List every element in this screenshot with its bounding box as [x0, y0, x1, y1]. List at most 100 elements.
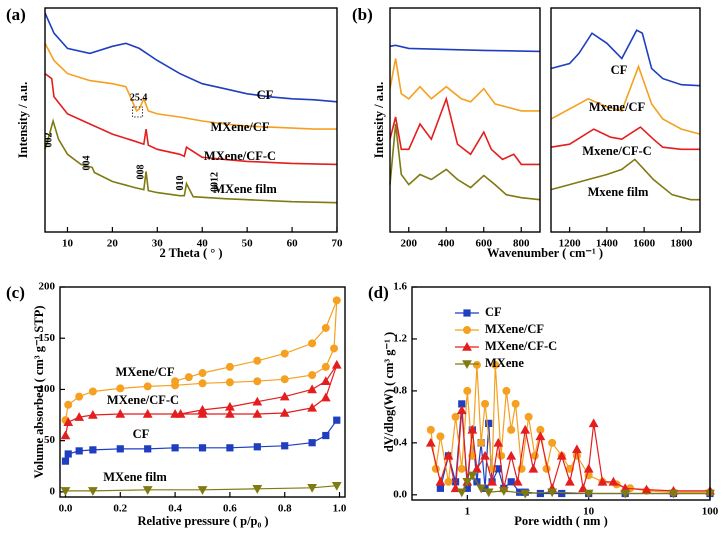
- marker: [60, 487, 71, 496]
- legend-label: MXene/CF: [485, 322, 544, 336]
- marker: [142, 409, 153, 418]
- series-label: CF: [257, 88, 274, 102]
- marker: [198, 444, 207, 452]
- peak-label: 002: [43, 133, 54, 148]
- x-tick-label: 1600: [633, 238, 656, 250]
- series-label: CF: [611, 63, 628, 77]
- marker: [536, 489, 544, 498]
- x-tick-label: 20: [107, 238, 119, 250]
- x-tick-label: 0.6: [223, 503, 237, 515]
- marker: [564, 476, 575, 486]
- x-tick-label: 0.8: [278, 503, 292, 515]
- marker: [322, 431, 330, 440]
- marker: [88, 387, 97, 396]
- peak-label: 25.4: [130, 92, 148, 103]
- marker: [502, 386, 511, 395]
- series-label: MXene film: [213, 182, 277, 196]
- legend-label: MXene/CF-C: [485, 339, 557, 353]
- marker: [320, 392, 331, 402]
- x-tick-label: 10: [62, 238, 74, 250]
- marker: [456, 405, 467, 415]
- plot-frame: [411, 286, 711, 501]
- x-tick-label: 800: [513, 238, 530, 250]
- panel-label: (d): [368, 283, 389, 302]
- marker: [225, 401, 235, 411]
- marker: [252, 485, 263, 494]
- marker: [225, 378, 234, 387]
- marker: [463, 386, 472, 395]
- marker: [548, 438, 557, 447]
- marker: [75, 447, 83, 455]
- x-tick-label: 400: [438, 238, 455, 250]
- marker: [556, 450, 567, 460]
- y-axis-label: Volume absorbed ( cm³ g⁻¹ STP): [32, 305, 46, 478]
- y-tick-label: 0.8: [393, 384, 407, 396]
- marker: [307, 402, 317, 412]
- marker: [320, 376, 331, 386]
- legend-marker: [462, 341, 472, 351]
- x-tick-label: 600: [476, 238, 493, 250]
- marker: [472, 360, 481, 369]
- x-tick-label: 200: [401, 238, 418, 250]
- x-tick-label: 30: [152, 238, 164, 250]
- marker: [308, 439, 316, 447]
- y-tick-label: 0.0: [393, 488, 407, 500]
- series-label: Mxene/CF-C: [582, 144, 651, 158]
- plot-frame: [59, 286, 346, 498]
- marker: [506, 450, 517, 460]
- marker: [493, 437, 504, 447]
- marker: [572, 444, 582, 454]
- marker: [332, 296, 341, 305]
- x-axis-label: Relative pressure ( p/p₀ ): [137, 514, 268, 528]
- marker: [528, 463, 539, 473]
- marker: [457, 464, 466, 473]
- marker: [456, 488, 467, 498]
- marker: [279, 391, 290, 401]
- x-tick-label: 0.2: [113, 503, 127, 515]
- marker: [444, 477, 453, 486]
- marker: [253, 443, 261, 451]
- series-label: CF: [133, 427, 150, 441]
- legend-marker: [463, 309, 471, 317]
- peak-label: 008: [135, 165, 146, 180]
- marker: [198, 369, 207, 378]
- marker: [308, 339, 317, 348]
- marker: [115, 409, 126, 418]
- y-tick-label: 150: [39, 332, 56, 344]
- panel-label: (b): [352, 5, 373, 24]
- marker: [253, 356, 262, 365]
- marker: [143, 382, 152, 391]
- x-tick-label: 60: [287, 238, 299, 250]
- marker: [60, 430, 71, 440]
- marker: [436, 484, 445, 492]
- marker: [520, 489, 531, 499]
- marker: [144, 445, 152, 453]
- marker: [116, 445, 124, 453]
- legend-marker: [462, 325, 471, 334]
- marker: [321, 323, 330, 332]
- marker: [524, 412, 533, 421]
- marker: [252, 396, 263, 406]
- marker: [487, 476, 497, 486]
- marker: [225, 362, 234, 371]
- marker: [307, 384, 317, 394]
- marker: [477, 438, 486, 447]
- marker: [583, 463, 594, 473]
- series-label: MXene/CF: [115, 365, 174, 379]
- y-tick-label: 1.6: [393, 281, 407, 293]
- marker: [583, 489, 594, 499]
- marker: [253, 377, 262, 386]
- marker: [64, 450, 72, 458]
- marker: [88, 410, 98, 419]
- series-line: [389, 123, 541, 201]
- marker: [64, 400, 73, 409]
- series-label: MXene/CF-C: [204, 149, 276, 163]
- marker: [467, 471, 478, 481]
- y-tick-label: 1.2: [393, 332, 407, 344]
- marker: [467, 424, 478, 434]
- x-tick-label: 1.0: [333, 503, 347, 515]
- marker: [497, 451, 506, 460]
- marker: [175, 409, 186, 418]
- series-line: [64, 419, 338, 462]
